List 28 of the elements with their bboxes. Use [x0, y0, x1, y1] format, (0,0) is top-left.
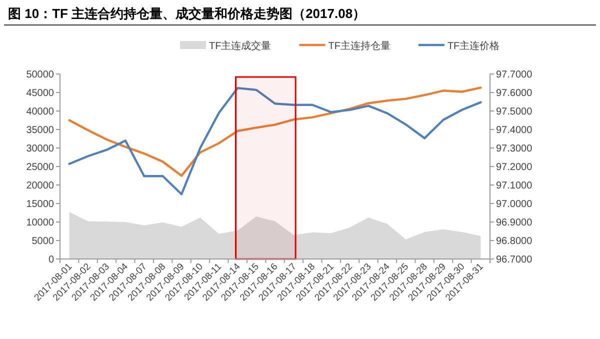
line-series: [68, 86, 482, 177]
y2-tick-label: 97.3000: [496, 144, 533, 154]
line-series: [68, 86, 482, 196]
chart-title: 图 10：TF 主连合约持仓量、成交量和价格走势图（2017.08）: [8, 6, 366, 21]
y2-tick-label: 97.7000: [496, 70, 533, 80]
y-tick-label: 0: [48, 254, 54, 266]
y-tick-label: 10000: [26, 218, 54, 228]
y-tick-label: 40000: [26, 106, 54, 118]
y-tick-label: 50000: [26, 70, 54, 80]
y-tick-label: 5000: [32, 236, 54, 247]
y-tick-label: 30000: [26, 144, 54, 154]
y2-tick-label: 97.5000: [496, 106, 533, 118]
y-tick-label: 45000: [26, 88, 54, 99]
y-tick-label: 35000: [26, 125, 54, 136]
legend-label: TF主连价格: [447, 40, 500, 52]
y2-tick-label: 96.9000: [496, 218, 533, 228]
y-tick-label: 15000: [26, 199, 54, 210]
y-tick-label: 25000: [26, 162, 54, 173]
y2-tick-label: 97.6000: [496, 88, 533, 99]
y2-tick-label: 97.1000: [496, 180, 533, 192]
y-tick-label: 20000: [26, 180, 54, 192]
y2-tick-label: 97.4000: [496, 125, 533, 136]
legend-label: TF主连成交量: [209, 40, 272, 52]
y2-tick-label: 96.8000: [496, 236, 533, 247]
legend-label: TF主连持仓量: [328, 40, 390, 52]
y2-tick-label: 97.2000: [496, 162, 533, 173]
y2-tick-label: 96.7000: [496, 254, 533, 266]
y2-tick-label: 97.0000: [496, 199, 533, 210]
